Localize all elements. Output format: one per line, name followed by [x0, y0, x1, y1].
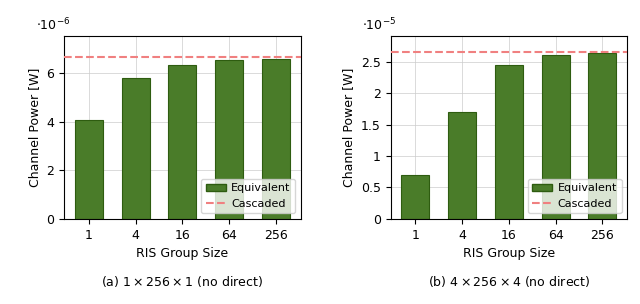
Bar [541, 55, 570, 219]
Legend: Equivalent, Cascaded: Equivalent, Cascaded [528, 179, 621, 213]
Bar [75, 120, 103, 219]
Text: (a) $1\times256\times1$ (no direct): (a) $1\times256\times1$ (no direct) [101, 274, 263, 288]
Y-axis label: Channel Power [W]: Channel Power [W] [342, 68, 355, 187]
Bar [215, 60, 243, 219]
Text: $\cdot10^{-6}$: $\cdot10^{-6}$ [36, 16, 70, 33]
Bar [401, 175, 429, 219]
Legend: Equivalent, Cascaded: Equivalent, Cascaded [201, 179, 295, 213]
Bar [495, 65, 523, 219]
Text: $\cdot10^{-5}$: $\cdot10^{-5}$ [362, 16, 396, 33]
Bar [448, 112, 476, 219]
Bar [168, 65, 196, 219]
Bar [588, 54, 616, 219]
X-axis label: RIS Group Size: RIS Group Size [463, 247, 555, 260]
Bar [122, 78, 150, 219]
Y-axis label: Channel Power [W]: Channel Power [W] [28, 68, 41, 187]
Text: (b) $4\times256\times4$ (no direct): (b) $4\times256\times4$ (no direct) [428, 274, 590, 288]
Bar [262, 59, 290, 219]
X-axis label: RIS Group Size: RIS Group Size [136, 247, 228, 260]
